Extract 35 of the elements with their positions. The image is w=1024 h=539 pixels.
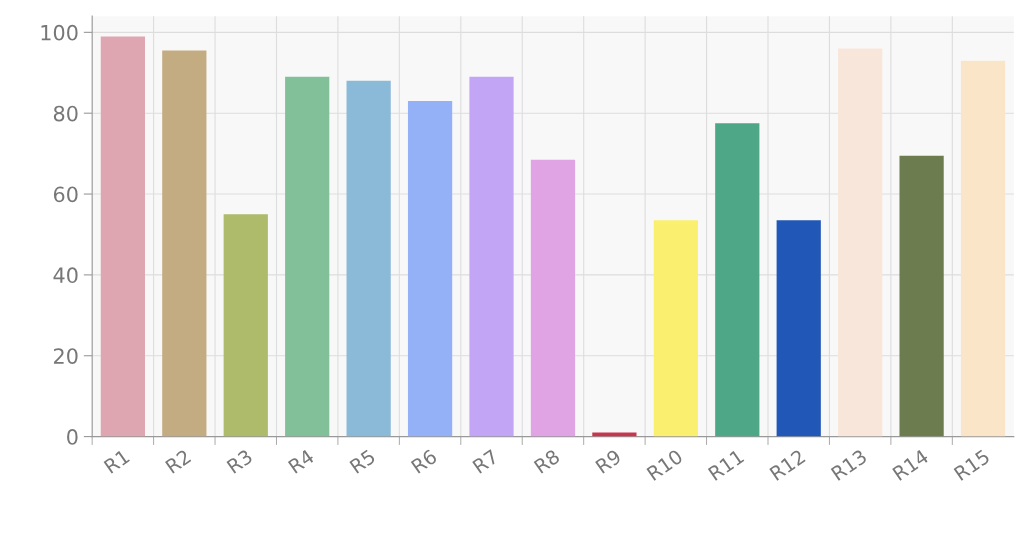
x-tick-label: R7 <box>472 449 499 474</box>
x-tick-label: R11 <box>707 449 745 481</box>
x-tick-label: R4 <box>287 448 315 474</box>
bar <box>100 36 145 437</box>
bar <box>960 60 1006 437</box>
bar <box>285 76 330 437</box>
y-tick-label: 40 <box>53 267 78 284</box>
x-tick-label: R13 <box>830 448 868 481</box>
bar <box>530 159 576 437</box>
bar <box>838 48 883 437</box>
x-tick-label: R6 <box>410 448 438 474</box>
x-tick-label: R9 <box>594 448 622 474</box>
y-tick-label: 20 <box>53 348 78 364</box>
x-tick-label: R5 <box>349 449 376 474</box>
y-tick-label: 60 <box>53 186 78 203</box>
y-tick-label: 80 <box>53 105 78 122</box>
x-tick-label: R2 <box>164 449 192 474</box>
bar <box>346 80 391 437</box>
y-tick-label: 100 <box>41 24 78 41</box>
x-tick-label: R15 <box>953 449 991 481</box>
bar <box>162 50 207 437</box>
bar <box>223 214 268 437</box>
x-tick-label: R10 <box>646 448 684 481</box>
bar <box>899 155 944 437</box>
bar <box>776 220 821 437</box>
x-tick-label: R14 <box>892 448 930 481</box>
x-tick-label: R1 <box>103 449 130 474</box>
bar <box>469 76 514 437</box>
bar <box>715 123 760 437</box>
bar <box>407 101 453 437</box>
bar <box>653 220 698 437</box>
x-tick-label: R12 <box>769 449 806 481</box>
x-tick-label: R8 <box>533 448 561 474</box>
x-tick-label: R3 <box>226 448 254 474</box>
y-tick-label: 0 <box>67 429 78 445</box>
